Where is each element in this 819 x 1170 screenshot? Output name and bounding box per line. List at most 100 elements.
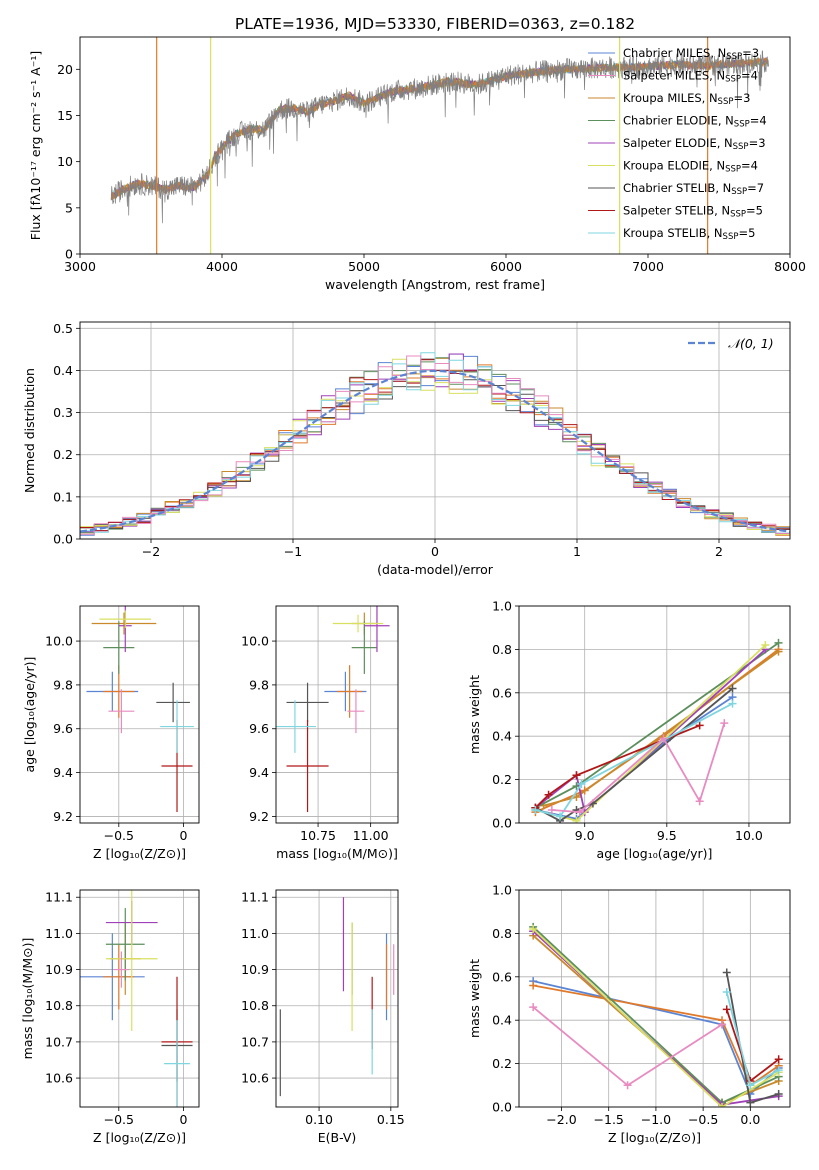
error-bar-point bbox=[332, 614, 384, 633]
x-tick-label: 5000 bbox=[348, 259, 380, 274]
legend-label-sub: SSP bbox=[734, 120, 750, 130]
y-tick-label: 0.6 bbox=[492, 969, 512, 984]
x-tick-label: 0.10 bbox=[305, 1112, 333, 1127]
y-tick-label: 10.0 bbox=[241, 634, 269, 649]
legend-label-text: Salpeter ELODIE, N bbox=[623, 136, 733, 150]
plot-frame bbox=[518, 889, 791, 1108]
normal-legend-label: 𝒩(0, 1) bbox=[728, 336, 774, 351]
y-tick-label: 0.2 bbox=[492, 1056, 512, 1071]
x-tick-label: 2 bbox=[715, 544, 723, 559]
y-tick-label: 11.1 bbox=[241, 890, 269, 905]
y-tick-label: 9.6 bbox=[53, 721, 73, 736]
weight-marker bbox=[722, 968, 731, 977]
plot-area bbox=[80, 890, 193, 1107]
x-tick-label: 0 bbox=[180, 828, 188, 843]
weight-marker bbox=[722, 987, 731, 996]
error-bar-point bbox=[103, 944, 135, 1010]
x-axis-label: E(B-V) bbox=[318, 1130, 357, 1145]
plot-area bbox=[531, 638, 783, 823]
x-tick-label: −0.5 bbox=[688, 1112, 718, 1127]
error-bar-point bbox=[160, 700, 194, 753]
error-bar-point bbox=[347, 689, 365, 734]
x-tick-label: 0.15 bbox=[377, 1112, 405, 1127]
legend-label-sub: SSP bbox=[725, 75, 741, 85]
y-axis-label: mass weight bbox=[467, 675, 482, 754]
observed-spectrum-line bbox=[110, 50, 769, 224]
age-vs-mass-panel: 10.75 11.00 9.2 9.4 9.6 9.8 10.0 mass [log₁₀(M/… bbox=[241, 605, 399, 861]
legend-label-sub: SSP bbox=[725, 165, 741, 175]
error-bar-point bbox=[164, 1020, 190, 1107]
y-tick-label: 9.4 bbox=[249, 765, 269, 780]
weight-marker bbox=[572, 771, 581, 780]
y-axis-label: Normed distribution bbox=[22, 368, 37, 493]
y-tick-label: 1.0 bbox=[492, 599, 512, 614]
weight-series bbox=[529, 1003, 727, 1090]
weight-marker bbox=[556, 812, 565, 821]
x-tick-label: 9.5 bbox=[657, 828, 677, 843]
x-axis-label: Z [log₁₀(Z/Z⊙)] bbox=[93, 1130, 186, 1145]
x-tick-label: −0.5 bbox=[104, 828, 134, 843]
y-tick-label: 9.2 bbox=[249, 809, 269, 824]
legend-label: Salpeter MILES, NSSP=4 bbox=[623, 69, 758, 85]
error-bar-point bbox=[103, 621, 135, 674]
y-tick-label: 0.4 bbox=[492, 1013, 512, 1028]
weight-series bbox=[531, 693, 737, 823]
x-axis-label: Z [log₁₀(Z/Z⊙)] bbox=[608, 1130, 701, 1145]
y-tick-label: 11.1 bbox=[45, 890, 73, 905]
weight-series bbox=[531, 699, 737, 821]
y-tick-label: 9.2 bbox=[53, 809, 73, 824]
legend-label-sub: SSP bbox=[730, 210, 746, 220]
y-tick-label: 5 bbox=[65, 200, 73, 215]
y-axis-label: Flux [fλ10⁻¹⁷ erg cm⁻² s⁻¹ A⁻¹] bbox=[28, 51, 43, 240]
y-tick-label: 10.9 bbox=[241, 962, 269, 977]
legend-label: Kroupa MILES, NSSP=3 bbox=[623, 91, 750, 107]
legend-label-suffix: =3 bbox=[742, 46, 759, 60]
y-tick-label: 10.7 bbox=[241, 1034, 269, 1049]
legend-label-sub: SSP bbox=[731, 187, 747, 197]
x-tick-label: −2.0 bbox=[546, 1112, 576, 1127]
x-tick-label: 10.0 bbox=[735, 828, 763, 843]
age-vs-metallicity-panel: −0.5 0 9.2 9.4 9.6 9.8 10.0 Z [log₁₀(Z/Z⊙)] age … bbox=[22, 605, 200, 861]
legend-label-sub: SSP bbox=[726, 52, 742, 62]
weight-series bbox=[722, 968, 783, 1107]
x-axis-label: wavelength [Angstrom, rest frame] bbox=[325, 277, 545, 292]
weight-marker bbox=[722, 1005, 731, 1014]
weight-marker bbox=[774, 1089, 783, 1098]
y-tick-label: 10.6 bbox=[241, 1071, 269, 1086]
spectrum-panel: 3000 4000 5000 6000 7000 8000 0 5 10 15 20 waveleng… bbox=[28, 36, 806, 292]
legend-label-text: Chabrier MILES, N bbox=[623, 46, 726, 60]
y-tick-label: 0.1 bbox=[53, 489, 73, 504]
y-tick-label: 0.2 bbox=[53, 447, 73, 462]
weight-marker bbox=[720, 719, 729, 728]
y-tick-label: 10.6 bbox=[45, 1071, 73, 1086]
y-tick-label: 0.6 bbox=[492, 685, 512, 700]
histogram-step bbox=[80, 353, 790, 535]
y-axis-label: mass weight bbox=[467, 959, 482, 1038]
legend-label: Chabrier MILES, NSSP=3 bbox=[623, 46, 759, 62]
legend-label-text: Kroupa ELODIE, N bbox=[623, 159, 725, 173]
legend-label-sub: SSP bbox=[733, 142, 749, 152]
weight-series bbox=[722, 1005, 783, 1085]
y-tick-label: 0.8 bbox=[492, 926, 512, 941]
mass-vs-ebv-panel: 0.10 0.15 10.6 10.7 10.8 10.9 11.0 11.1 E(B-V) bbox=[241, 889, 405, 1145]
error-bar-point bbox=[108, 689, 135, 734]
weight-marker bbox=[774, 647, 783, 656]
legend-label-suffix: =4 bbox=[741, 159, 758, 173]
x-tick-label: 7000 bbox=[632, 259, 664, 274]
legend-label-suffix: =7 bbox=[747, 181, 764, 195]
x-tick-label: −1 bbox=[284, 544, 302, 559]
error-bar-point bbox=[105, 908, 145, 981]
error-bar-point bbox=[337, 665, 363, 718]
x-tick-label: −1.0 bbox=[641, 1112, 671, 1127]
x-tick-label: 10.75 bbox=[300, 828, 336, 843]
plot-area bbox=[529, 922, 783, 1107]
error-bar-point bbox=[91, 612, 157, 635]
y-tick-label: 11.0 bbox=[45, 926, 73, 941]
legend-label-suffix: =3 bbox=[733, 91, 750, 105]
normal-curve bbox=[80, 369, 790, 533]
y-tick-label: 0.4 bbox=[53, 363, 73, 378]
plot-frame bbox=[79, 36, 791, 255]
y-tick-label: 0.0 bbox=[53, 532, 73, 547]
weight-line bbox=[532, 928, 780, 1107]
